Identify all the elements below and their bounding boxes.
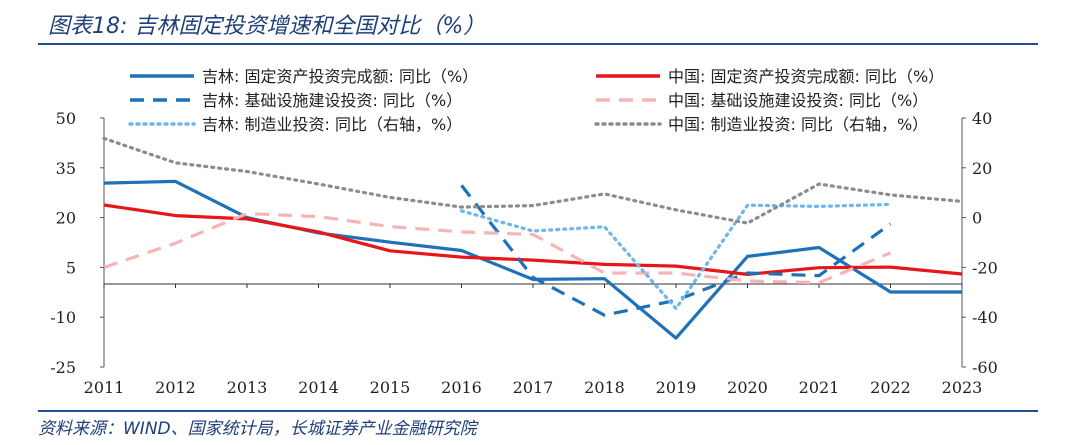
x-tick-label: 2023 (942, 378, 983, 397)
chart-legend: 吉林: 固定资产投资完成额: 同比（%） 中国: 固定资产投资完成额: 同比（%）… (128, 67, 944, 134)
chart-axes (103, 118, 963, 367)
right-tick-label: 20 (972, 159, 992, 178)
x-tick-label: 2011 (84, 378, 125, 397)
left-tick-label: 5 (66, 258, 76, 277)
right-tick-label: -60 (972, 358, 998, 377)
left-tick-label: -25 (50, 358, 76, 377)
top-rule (38, 43, 1038, 45)
legend-label: 中国: 固定资产投资完成额: 同比（%） (668, 67, 944, 86)
left-tick-label: 50 (56, 109, 76, 128)
source-note: 资料来源：WIND、国家统计局，长城证券产业金融研究院 (38, 419, 477, 439)
right-tick-label: 40 (972, 109, 992, 128)
x-tick-label: 2019 (656, 378, 697, 397)
bottom-rule (38, 410, 1038, 412)
right-tick-label: -40 (972, 308, 998, 327)
x-tick-label: 2016 (441, 378, 482, 397)
series-line (103, 203, 963, 276)
x-tick-label: 2017 (513, 378, 554, 397)
chart-series (102, 136, 964, 340)
figure-title: 图表18: 吉林固定投资增速和全国对比（%） (48, 14, 486, 39)
x-tick-label: 2021 (799, 378, 840, 397)
x-tick-label: 2018 (584, 378, 625, 397)
x-tick-label: 2014 (298, 378, 339, 397)
series-line (460, 184, 892, 317)
legend-label: 中国: 基础设施建设投资: 同比（%） (668, 91, 928, 110)
series-line (103, 212, 892, 285)
right-tick-label: 0 (972, 209, 982, 228)
chart-ticks: -25 -10 5 20 35 50 -60 -40 -20 0 20 40 2011 2012 2013 2… (50, 109, 998, 397)
left-tick-label: -10 (50, 308, 76, 327)
right-tick-label: -20 (972, 258, 998, 277)
legend-label: 吉林: 制造业投资: 同比（右轴，%） (202, 115, 462, 134)
x-tick-label: 2013 (227, 378, 268, 397)
x-tick-label: 2022 (870, 378, 911, 397)
x-tick-label: 2015 (370, 378, 411, 397)
series-line (102, 136, 964, 225)
legend-label: 中国: 制造业投资: 同比（右轴，%） (668, 115, 928, 134)
series-line (459, 202, 893, 311)
x-tick-label: 2020 (727, 378, 768, 397)
x-tick-label: 2012 (155, 378, 196, 397)
left-tick-label: 20 (56, 209, 76, 228)
legend-label: 吉林: 固定资产投资完成额: 同比（%） (202, 67, 478, 86)
legend-label: 吉林: 基础设施建设投资: 同比（%） (202, 91, 462, 110)
left-tick-label: 35 (56, 159, 76, 178)
